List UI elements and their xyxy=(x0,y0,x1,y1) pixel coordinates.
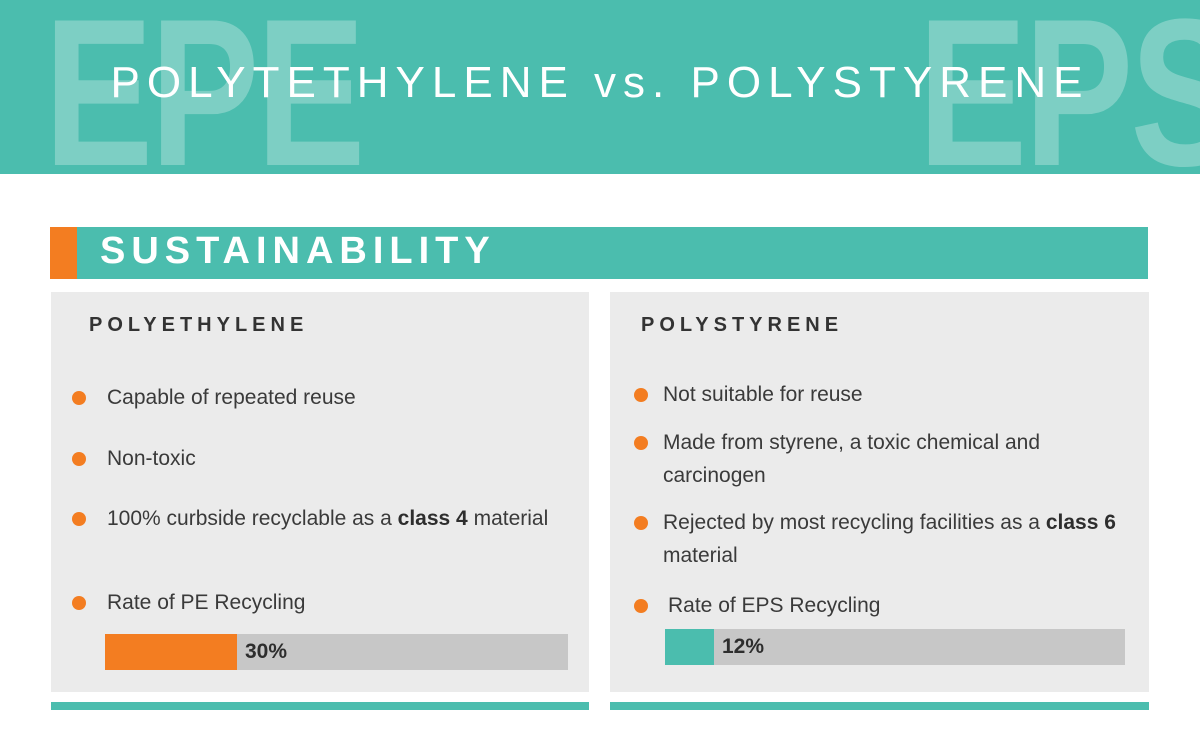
pe-rate-fill xyxy=(105,634,237,670)
polystyrene-heading: POLYSTYRENE xyxy=(641,314,844,336)
bullet-icon xyxy=(72,596,86,610)
pe-class-label: class 4 xyxy=(397,507,468,530)
pe-item-nontoxic: Non-toxic xyxy=(107,447,196,470)
section-accent xyxy=(50,227,77,279)
bullet-icon xyxy=(634,436,648,450)
polystyrene-underline xyxy=(610,702,1149,710)
ps-rate-value: 12% xyxy=(722,635,765,658)
pe-rate-value: 30% xyxy=(245,640,288,663)
polyethylene-card: POLYETHYLENE Capable of repeated reuse N… xyxy=(51,292,589,692)
ps-rate-bar: 12% xyxy=(665,629,1125,665)
pe-rate-bar: 30% xyxy=(105,634,568,670)
pe-item-reuse: Capable of repeated reuse xyxy=(107,386,356,409)
polyethylene-underline xyxy=(51,702,589,710)
ps-item-rejected: Rejected by most recycling facilities as… xyxy=(663,511,1116,567)
pe-item-recyclable: 100% curbside recyclable as a class 4 ma… xyxy=(107,507,549,530)
bullet-icon xyxy=(72,391,86,405)
bullet-icon xyxy=(634,388,648,402)
bullet-icon xyxy=(634,599,648,613)
ps-item-rate-label: Rate of EPS Recycling xyxy=(668,594,881,617)
polystyrene-card: POLYSTYRENE Not suitable for reuse Made … xyxy=(610,292,1149,692)
polyethylene-heading: POLYETHYLENE xyxy=(89,314,309,336)
bullet-icon xyxy=(72,512,86,526)
header-banner: EPE EPS POLYTETHYLENE vs. POLYSTYRENE xyxy=(0,0,1200,174)
ps-rate-fill xyxy=(665,629,714,665)
section-title: SUSTAINABILITY xyxy=(100,230,496,272)
ps-item-reuse: Not suitable for reuse xyxy=(663,383,863,406)
bullet-icon xyxy=(72,452,86,466)
ps-item-toxic: Made from styrene, a toxic chemical and … xyxy=(663,431,1040,487)
ps-class-label: class 6 xyxy=(1045,511,1116,534)
page-title: POLYTETHYLENE vs. POLYSTYRENE xyxy=(110,58,1090,107)
pe-item-rate-label: Rate of PE Recycling xyxy=(107,591,306,614)
watermark-epe: EPE xyxy=(44,0,366,174)
watermark-eps: EPS xyxy=(918,0,1200,174)
section-header: SUSTAINABILITY xyxy=(50,227,1148,279)
bullet-icon xyxy=(634,516,648,530)
